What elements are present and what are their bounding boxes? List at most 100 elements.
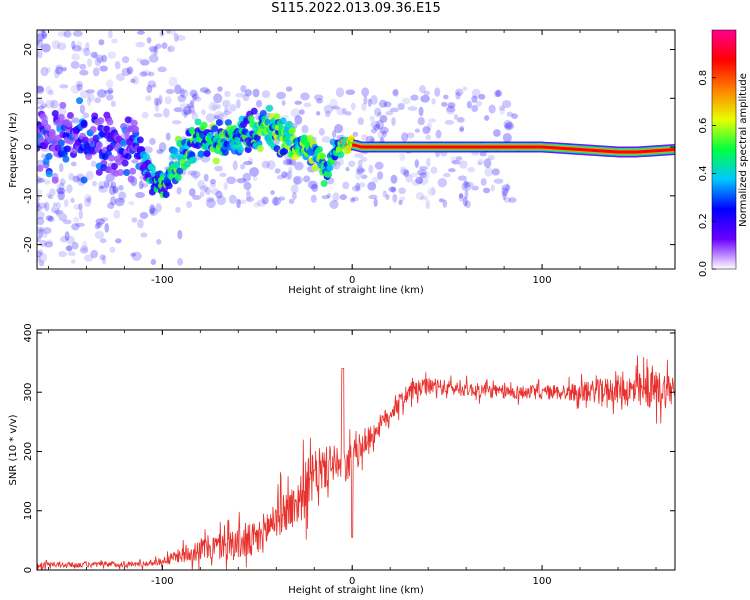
- spectrogram-noise-blob: [86, 196, 92, 204]
- spectrogram-noise-blob: [374, 107, 382, 117]
- spectrogram-noise-blob: [462, 86, 468, 91]
- spectrogram-noise-blob: [398, 187, 406, 195]
- spectrogram-noise-blob: [375, 119, 384, 130]
- spectrogram-noise-blob: [291, 192, 297, 200]
- spectrogram-noise-blob: [425, 199, 430, 210]
- spectrogram-noise-blob: [502, 190, 507, 201]
- spectrogram-noise-blob: [141, 70, 152, 77]
- spectrogram-noise-blob: [96, 221, 103, 229]
- spectrogram-ridge-blob: [325, 170, 333, 178]
- spectrogram-ridge-blob: [197, 150, 205, 158]
- colorbar-gradient: [712, 30, 736, 269]
- spectrogram-noise-blob: [356, 165, 364, 175]
- spectrogram-noise-blob: [505, 183, 510, 193]
- spectrogram-noise-blob: [222, 99, 231, 108]
- spectrogram-noise-blob: [316, 111, 321, 116]
- spectrogram-noise-blob: [443, 172, 451, 178]
- spectrogram-ridge-blob: [103, 125, 111, 133]
- spectrogram-noise-blob: [363, 95, 368, 105]
- spectrogram-noise-blob: [143, 146, 153, 154]
- spectrogram-noise-blob: [441, 101, 448, 107]
- spectrogram-noise-blob: [96, 89, 107, 98]
- spectrogram-noise-blob: [99, 65, 108, 72]
- spectrogram-noise-blob: [153, 113, 163, 118]
- spectrogram-noise-blob: [471, 104, 479, 113]
- spectrogram-noise-blob: [406, 132, 415, 139]
- spectrogram-noise-blob: [189, 100, 195, 105]
- spectrogram-noise-blob: [53, 209, 64, 215]
- spectrogram-noise-blob: [214, 165, 223, 172]
- spectrogram-ridge-blob: [273, 113, 281, 121]
- spectrogram-noise-blob: [70, 197, 75, 204]
- spectrogram-noise-blob: [37, 250, 43, 258]
- spectrogram-frame: [36, 29, 676, 270]
- snr-series-line: [37, 355, 675, 570]
- spectrogram-noise-blob: [137, 219, 144, 229]
- spectrogram-noise-blob: [84, 194, 92, 202]
- spectrogram-noise-blob: [357, 159, 363, 168]
- spectrogram-noise-blob: [236, 198, 241, 209]
- spectrogram-noise-blob: [390, 186, 396, 193]
- spectrogram-noise-blob: [236, 99, 241, 109]
- spectrogram-noise-blob: [373, 124, 381, 131]
- spectrogram-x-ticks: -100 0 100: [47, 30, 657, 286]
- spectrogram-ridge-blob: [194, 142, 202, 150]
- spectrogram-noise-blob: [37, 30, 46, 34]
- spectrogram-noise-blob: [103, 89, 114, 94]
- spectrogram-ridge-blob: [306, 135, 314, 143]
- spectrogram-ridge-blob: [124, 116, 132, 124]
- spectrogram-noise-blob: [326, 193, 331, 199]
- spectrogram-noise-blob: [501, 184, 511, 191]
- spectrogram-noise-blob: [98, 185, 105, 190]
- spectrogram-noise-blob: [448, 168, 456, 173]
- spectrogram-noise-blob: [37, 195, 40, 202]
- spectrogram-noise-blob: [55, 207, 60, 217]
- spectrogram-ridge-blob: [54, 144, 62, 152]
- spectrogram-noise-blob: [79, 247, 89, 253]
- spectrogram-noise-blob: [491, 168, 500, 176]
- spectrogram-ridge-blob: [319, 152, 327, 160]
- spectrogram-noise-blob: [226, 176, 237, 185]
- spectrogram-noise-blob: [285, 158, 292, 165]
- spectrogram-noise-blob: [334, 123, 344, 134]
- spectrogram-noise-blob: [153, 45, 159, 56]
- spectrogram-noise-blob: [415, 192, 425, 200]
- spectrogram-noise-blob: [44, 201, 50, 212]
- spectrogram-noise-blob: [240, 163, 246, 170]
- spectrogram-noise-blob: [92, 67, 100, 77]
- spectrogram-noise-blob: [118, 191, 127, 200]
- spectrogram-noise-blob: [393, 88, 399, 98]
- spectrogram-noise-blob: [419, 172, 427, 178]
- spectrogram-noise-blob: [219, 172, 227, 178]
- spectrogram-noise-blob: [423, 90, 430, 96]
- spectrogram-noise-blob: [187, 170, 197, 176]
- spectrogram-x-tick-label: 0: [349, 275, 355, 286]
- snr-y-tick-label: 400: [23, 323, 34, 342]
- spectrogram-noise-blob: [86, 96, 92, 106]
- spectrogram-noise-blob: [471, 95, 478, 103]
- spectrogram-noise-blob: [199, 191, 205, 198]
- spectrogram-noise-blob: [256, 199, 267, 207]
- spectrogram-ridge-blob: [250, 107, 258, 115]
- spectrogram-noise-blob: [283, 154, 289, 160]
- spectrogram-noise-blob: [467, 166, 476, 173]
- spectrogram-ridge-blob: [224, 119, 232, 127]
- spectrogram-noise-blob: [377, 111, 382, 116]
- spectrogram-noise-blob: [58, 162, 64, 173]
- spectrogram-noise-blob: [290, 108, 301, 118]
- spectrogram-x-tick-label: -100: [151, 275, 174, 286]
- spectrogram-noise-blob: [495, 89, 503, 98]
- spectrogram-noise-blob: [167, 45, 175, 53]
- spectrogram-noise-blob: [106, 180, 114, 189]
- spectrogram-noise-blob: [209, 182, 217, 188]
- spectrogram-noise-blob: [39, 239, 48, 247]
- spectrogram-noise-blob: [218, 113, 229, 118]
- spectrogram-noise-blob: [332, 192, 340, 202]
- spectrogram-noise-blob: [37, 201, 40, 208]
- spectrogram-noise-blob: [107, 87, 114, 94]
- spectrogram-noise-blob: [385, 110, 394, 116]
- snr-x-axis-title: Height of straight line (km): [288, 585, 424, 596]
- spectrogram-noise-blob: [345, 89, 356, 96]
- spectrogram-noise-blob: [379, 126, 389, 134]
- spectrogram-noise-blob: [37, 211, 45, 220]
